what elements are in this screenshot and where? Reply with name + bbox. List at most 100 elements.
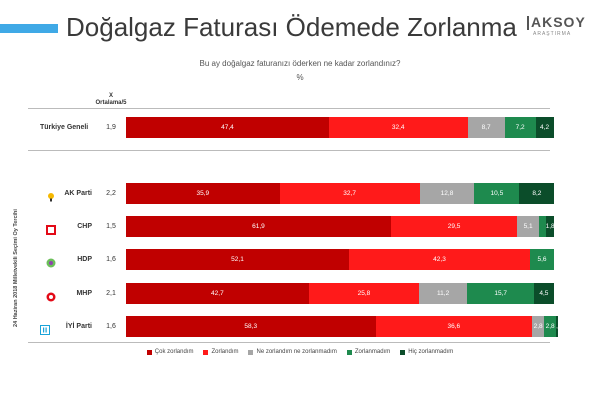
logo-subtext: ARAŞTIRMA [533,31,572,37]
legend-label: Zorlanmadım [354,349,391,355]
legend-swatch [400,349,406,355]
row-label: CHP [77,222,92,230]
bar-segment: 32,7 [279,183,420,204]
bar-value-label: 8,2 [532,190,542,197]
bar-value-label: 4,5 [539,290,549,297]
bar-segment [539,216,547,237]
bar-value-label: 5,1 [523,223,533,230]
akp-logo-icon [46,189,56,201]
bar-segment: 42,3 [348,249,531,270]
bar-value-label: 8,7 [481,124,491,131]
bar-value-label: 4,2 [540,124,550,131]
bar-segment: 8,2 [519,183,555,204]
row-label: AK Parti [64,189,92,197]
row-mean-value: 1,5 [106,222,116,230]
bar-value-label: 61,9 [252,223,265,230]
chart-legend: Çok zorlandım Zorlandım Ne zorlandım ne zo… [0,349,600,355]
bar-segment: 10,5 [474,183,520,204]
bar-value-label: 2,8 [545,323,555,330]
row-label: HDP [77,255,92,263]
row-mean-value: 1,9 [106,123,116,131]
bar-value-label: 29,5 [447,223,461,230]
row-label: İYİ Parti [65,322,92,330]
bar-segment: 61,9 [126,216,391,237]
bar-segment: 1,8 [546,216,554,237]
row-mean-value: 1,6 [106,322,116,330]
bar-value-label: 1,8 [546,223,554,230]
bar-value-label: 7,2 [515,124,525,131]
bar-value-label: 15,7 [494,290,508,297]
bar-segment: 8,7 [467,117,505,138]
bar-segment: 2,8 [532,316,545,337]
bar-value-label: 5,6 [537,256,547,263]
bar-segment: 25,8 [308,283,420,304]
title-accent-bar [0,24,58,33]
bar-value-label: 35,9 [196,190,210,197]
row-label: Türkiye Geneli [40,123,89,131]
bar-segment: 32,4 [328,117,468,138]
row-mean-value: 2,2 [106,189,116,197]
logo-text: AKSOY [531,14,586,30]
bar-value-label: 32,7 [343,190,356,197]
legend-label: Ne zorlandım ne zorlanmadım [256,349,337,355]
unit-label: % [296,73,304,82]
iyi-logo-icon [40,322,50,335]
bar-segment: 35,9 [126,183,280,204]
bar-value-label: 58,3 [244,323,258,330]
legend-swatch [203,349,209,355]
bar-value-label: 0,4 [556,323,558,330]
aksoy-logo: AKSOY ARAŞTIRMA [527,14,587,42]
bar-value-label: 36,6 [447,323,461,330]
vote-preference-axis-label: 24 Haziran 2018 Milletvekili Seçimi Oy T… [13,209,19,327]
legend-swatch [146,349,152,355]
bar-segment: 58,3 [126,316,376,337]
row-mean-value: 2,1 [106,289,116,297]
row-mean-value: 1,6 [106,255,116,263]
bar-value-label: 42,3 [433,256,446,263]
bar-segment: 2,8 [544,316,557,337]
legend-swatch [346,349,352,355]
chp-logo-icon [46,222,56,235]
bar-segment: 4,5 [534,283,554,304]
bar-value-label: 12,8 [440,190,454,197]
legend-label: Çok zorlandım [154,349,194,355]
legend-label: Hiç zorlanmadım [408,349,454,355]
mean-column-header: X Ortalama/5 [92,93,130,107]
bar-value-label: 52,1 [231,256,244,263]
legend-item: Çok zorlandım [146,349,194,355]
legend-swatch [248,349,254,355]
hdp-logo-icon [46,255,56,267]
bar-segment: 52,1 [126,249,349,270]
legend-item: Zorlanmadım [346,349,391,355]
bar-segment: 0,4 [556,316,558,337]
bar-segment: 36,6 [375,316,533,337]
bar-value-label: 10,5 [490,190,504,197]
bar-segment: 11,2 [419,283,468,304]
mhp-logo-icon [46,289,56,301]
legend-item: Ne zorlandım ne zorlanmadım [248,349,337,355]
row-label: MHP [76,289,92,297]
bar-segment: 42,7 [126,283,309,304]
page-title: Doğalgaz Faturası Ödemede Zorlanma [66,12,517,42]
bar-segment: 12,8 [419,183,475,204]
bar-value-label: 25,8 [357,290,371,297]
bar-value-label: 11,2 [437,290,450,297]
legend-item: Hiç zorlanmadım [400,349,453,355]
bar-value-label: 32,4 [391,124,405,131]
mean-header-x: X [108,93,113,99]
logo-mark [527,16,529,30]
bar-segment: 15,7 [467,283,535,304]
bar-segment: 5,1 [517,216,539,237]
bar-segment: 4,2 [535,117,554,138]
divider-top [28,108,550,109]
mean-header-label: Ortalama/5 [95,100,127,106]
question-text: Bu ay doğalgaz faturanızı öderken ne kad… [199,59,401,68]
bar-value-label: 47,4 [221,124,234,131]
legend-item: Zorlandım [203,349,238,355]
legend-label: Zorlandım [211,349,239,355]
bar-value-label: 42,7 [211,290,224,297]
divider-middle [28,150,550,151]
bar-segment: 47,4 [126,117,329,138]
bar-segment: 29,5 [390,216,518,237]
bar-segment: 5,6 [530,249,554,270]
